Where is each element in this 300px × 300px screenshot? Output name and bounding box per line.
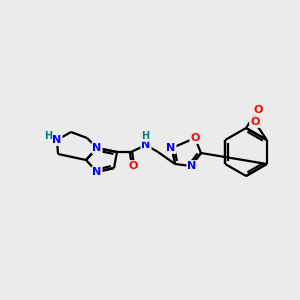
Text: N: N xyxy=(141,140,151,150)
Text: N: N xyxy=(188,161,196,171)
Text: N: N xyxy=(92,143,102,153)
Text: N: N xyxy=(52,135,62,145)
Text: H: H xyxy=(44,131,52,141)
Text: N: N xyxy=(167,143,176,153)
Text: H: H xyxy=(141,131,149,141)
Text: N: N xyxy=(92,167,102,177)
Text: O: O xyxy=(253,105,263,115)
Text: O: O xyxy=(128,161,138,171)
Text: O: O xyxy=(190,133,200,143)
Text: O: O xyxy=(250,117,260,127)
